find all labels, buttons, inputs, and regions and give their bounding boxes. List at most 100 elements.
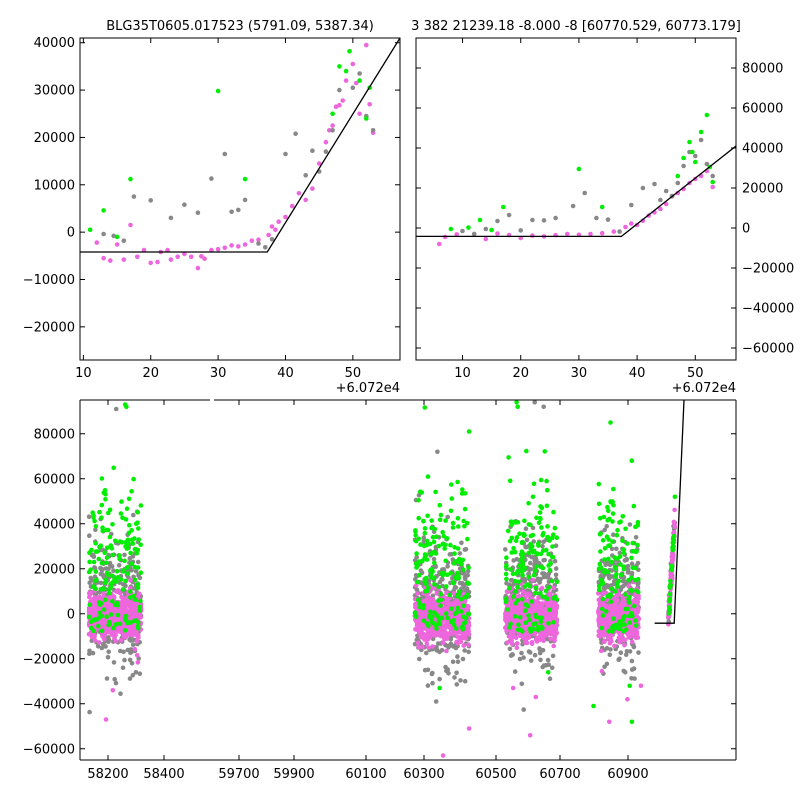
data-point xyxy=(605,617,611,623)
data-point xyxy=(120,582,126,587)
top-left-panel: 10 20 30 40 50−20000−10000010000200003000040… xyxy=(23,19,401,396)
data-point xyxy=(107,591,112,596)
data-point xyxy=(450,659,456,665)
data-point xyxy=(621,550,627,556)
data-point xyxy=(117,616,123,622)
data-point xyxy=(89,625,94,631)
data-point xyxy=(514,400,519,405)
data-point xyxy=(541,539,546,544)
y-tick-label: 40000 xyxy=(34,517,75,532)
data-point xyxy=(121,600,127,605)
data-point xyxy=(666,611,672,616)
data-point xyxy=(100,641,106,647)
data-point xyxy=(549,612,555,617)
data-point xyxy=(106,510,111,516)
data-point xyxy=(444,536,450,541)
data-point xyxy=(505,589,510,595)
data-point xyxy=(433,623,439,628)
data-point xyxy=(120,665,126,671)
data-point xyxy=(455,546,461,551)
data-point xyxy=(503,547,508,552)
data-point xyxy=(118,691,123,696)
data-point xyxy=(607,573,612,578)
data-point xyxy=(125,537,131,543)
data-point xyxy=(504,619,510,624)
data-point xyxy=(114,568,120,574)
data-point xyxy=(530,233,535,238)
data-point xyxy=(454,682,460,687)
data-point xyxy=(124,404,129,410)
data-point xyxy=(138,598,143,604)
data-point xyxy=(130,602,135,608)
data-point xyxy=(512,629,517,634)
data-point xyxy=(115,608,120,614)
data-point xyxy=(236,207,241,213)
data-point xyxy=(553,566,559,571)
data-point xyxy=(132,536,137,541)
data-point xyxy=(629,555,634,561)
data-point xyxy=(283,151,288,157)
data-point xyxy=(622,579,627,584)
data-point xyxy=(117,556,122,562)
data-point xyxy=(613,608,618,613)
data-point xyxy=(273,227,278,233)
data-point xyxy=(608,599,614,605)
data-point xyxy=(236,244,241,249)
data-point xyxy=(133,597,138,602)
data-point xyxy=(528,629,533,634)
y-tick-label: 30000 xyxy=(34,84,75,99)
data-point xyxy=(458,609,464,614)
data-point xyxy=(609,586,615,591)
data-point xyxy=(413,538,419,544)
data-point xyxy=(110,598,115,604)
data-point xyxy=(636,650,641,655)
data-point xyxy=(420,595,426,600)
data-point xyxy=(135,510,141,515)
data-point xyxy=(618,562,623,567)
x-tick-label: 10 xyxy=(75,366,92,381)
data-point xyxy=(296,191,302,196)
data-point xyxy=(430,670,435,676)
data-point xyxy=(128,624,134,629)
data-point xyxy=(452,551,457,556)
data-point xyxy=(106,601,111,607)
data-point xyxy=(551,585,557,591)
x-tick-label: 40 xyxy=(277,366,294,381)
data-point xyxy=(511,519,516,525)
data-point xyxy=(310,148,315,153)
data-point xyxy=(576,166,582,172)
data-point xyxy=(429,518,435,523)
data-point xyxy=(640,185,646,191)
data-point xyxy=(552,558,558,564)
data-point xyxy=(135,254,140,260)
data-point xyxy=(86,632,92,637)
data-point xyxy=(450,525,456,530)
data-point xyxy=(123,596,128,601)
y-tick-label: 0 xyxy=(67,226,75,241)
data-point xyxy=(508,567,513,572)
data-point xyxy=(611,623,616,629)
data-point xyxy=(616,578,621,584)
data-point xyxy=(614,546,619,552)
data-point xyxy=(515,584,520,590)
data-point xyxy=(104,614,109,619)
data-point xyxy=(512,578,518,584)
data-point xyxy=(600,613,606,618)
data-point xyxy=(121,568,126,573)
data-point xyxy=(512,614,518,619)
data-point xyxy=(86,614,92,620)
data-point xyxy=(440,529,446,535)
data-point xyxy=(438,592,444,597)
data-point xyxy=(606,543,611,548)
data-point xyxy=(670,547,675,553)
data-point xyxy=(466,642,471,647)
data-point xyxy=(533,556,539,562)
data-point xyxy=(195,210,201,215)
data-point xyxy=(681,163,686,169)
data-point xyxy=(109,616,114,622)
data-point xyxy=(605,217,611,222)
data-point xyxy=(120,515,125,521)
data-point xyxy=(602,570,607,575)
data-point xyxy=(93,527,98,532)
y-tick-label: 60000 xyxy=(34,472,75,487)
